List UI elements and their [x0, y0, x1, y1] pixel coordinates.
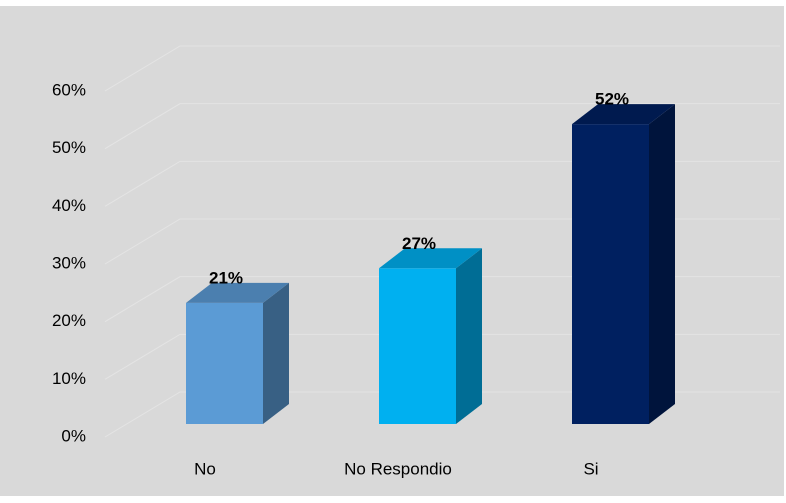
y-tick-label: 0%: [61, 426, 86, 445]
bar: [186, 302, 263, 424]
value-label: 21%: [209, 268, 243, 287]
x-tick-label: No: [194, 459, 216, 478]
y-tick-label: 10%: [52, 369, 86, 388]
bar: [572, 124, 649, 424]
x-tick-label: No Respondio: [344, 459, 452, 478]
bar-side: [263, 282, 289, 424]
bar-top: [186, 282, 289, 303]
y-tick-label: 40%: [52, 196, 86, 215]
y-tick-label: 60%: [52, 80, 86, 99]
x-tick-label: Si: [583, 459, 598, 478]
y-tick-label: 20%: [52, 311, 86, 330]
y-tick-label: 50%: [52, 138, 86, 157]
bar: [379, 268, 456, 424]
y-tick-label: 30%: [52, 253, 86, 272]
bar-top: [572, 104, 675, 125]
value-label: 27%: [402, 234, 436, 253]
value-label: 52%: [595, 90, 629, 109]
bar-top: [379, 248, 482, 269]
bar-side: [456, 248, 482, 424]
bar-side: [649, 104, 675, 424]
grid-line: [104, 103, 780, 150]
grid-line: [104, 45, 780, 92]
